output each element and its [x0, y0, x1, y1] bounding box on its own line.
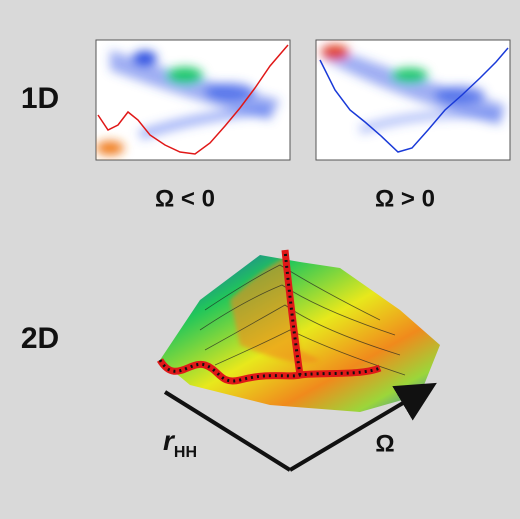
axis-r: r [163, 425, 176, 456]
axis-omega-label: Ω [375, 430, 394, 457]
label-omega-pos: Ω > 0 [375, 185, 435, 212]
label-1d: 1D [21, 82, 59, 115]
surface [157, 249, 440, 412]
panel-neg [95, 39, 291, 161]
label-omega-neg: Ω < 0 [155, 185, 215, 212]
axis-r-sub: HH [174, 444, 197, 461]
axes-arrows [163, 382, 437, 472]
panel-pos [315, 39, 511, 161]
axis-r-label: rHH [163, 425, 197, 461]
label-2d: 2D [21, 322, 59, 355]
